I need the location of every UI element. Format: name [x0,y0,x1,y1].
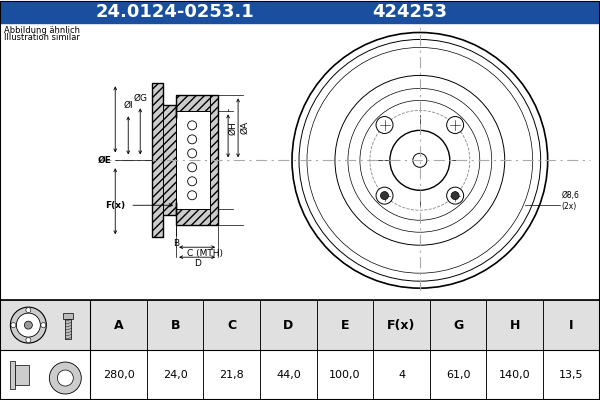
Bar [487,350,543,400]
Text: Abbildung ähnlich: Abbildung ähnlich [4,26,80,36]
Text: ØG: ØG [133,93,147,102]
Bar [90,300,147,350]
Bar [373,350,430,400]
Text: H: H [509,318,520,332]
Text: 24,0: 24,0 [163,370,188,380]
Text: 424253: 424253 [373,2,448,20]
Circle shape [26,308,31,313]
Circle shape [25,321,32,329]
Bar [147,350,203,400]
Circle shape [335,76,505,245]
Circle shape [348,88,492,232]
Circle shape [446,187,464,204]
Circle shape [307,48,533,273]
Text: A: A [114,318,124,332]
Bar [10,361,16,389]
Circle shape [188,149,197,158]
Text: 4: 4 [398,370,405,380]
Text: F(x): F(x) [388,318,416,332]
Bar [543,300,599,350]
Circle shape [188,121,197,130]
Bar [260,350,317,400]
Text: Illustration similar: Illustration similar [4,34,80,42]
Bar [64,313,73,319]
Bar [317,300,373,350]
Circle shape [10,307,46,343]
Text: E: E [341,318,349,332]
Text: C (MTH): C (MTH) [187,249,223,258]
Circle shape [390,130,450,190]
Circle shape [16,313,40,337]
Bar [176,111,218,209]
Bar [373,300,430,350]
Text: 44,0: 44,0 [276,370,301,380]
Text: D: D [283,318,293,332]
Text: ØA: ØA [240,121,249,134]
Text: B: B [173,239,179,248]
Bar [210,96,218,225]
Text: D: D [194,259,200,268]
Bar [65,319,71,339]
Circle shape [360,100,480,220]
Text: 13,5: 13,5 [559,370,584,380]
Bar [1,300,90,350]
Bar [543,350,599,400]
Circle shape [188,163,197,172]
Bar [16,365,29,385]
Text: Ø8,6
(2x): Ø8,6 (2x) [562,191,580,211]
Text: G: G [453,318,463,332]
Bar [176,209,218,225]
Text: ØE: ØE [97,156,111,165]
Text: C: C [227,318,236,332]
Circle shape [26,338,31,342]
Circle shape [413,153,427,167]
Circle shape [58,370,73,386]
Circle shape [41,323,46,328]
Circle shape [188,135,197,144]
Bar [176,96,218,111]
Bar [90,350,147,400]
Circle shape [376,116,393,134]
Circle shape [376,187,393,204]
Bar [163,105,176,215]
Text: I: I [569,318,574,332]
Bar [152,84,163,237]
Bar [317,350,373,400]
Bar [203,350,260,400]
Text: 100,0: 100,0 [329,370,361,380]
Text: ØI: ØI [124,100,133,109]
Text: F(x): F(x) [105,201,125,210]
Circle shape [188,177,197,186]
Text: 61,0: 61,0 [446,370,470,380]
Text: 140,0: 140,0 [499,370,530,380]
Text: 21,8: 21,8 [220,370,244,380]
Bar [260,300,317,350]
Circle shape [49,362,81,394]
Text: 24.0124-0253.1: 24.0124-0253.1 [96,2,254,20]
Text: ØH: ØH [228,121,237,135]
Bar [487,300,543,350]
Circle shape [451,192,459,200]
Bar [147,300,203,350]
Bar [1,0,599,22]
Text: B: B [170,318,180,332]
Circle shape [299,40,541,281]
Circle shape [11,323,16,328]
Bar [1,300,599,400]
Bar [203,300,260,350]
Circle shape [188,191,197,200]
Text: 280,0: 280,0 [103,370,134,380]
Circle shape [380,192,389,200]
Bar [1,22,599,300]
Circle shape [292,32,548,288]
Bar [430,300,487,350]
Bar [430,350,487,400]
Circle shape [446,116,464,134]
Bar [1,350,90,400]
